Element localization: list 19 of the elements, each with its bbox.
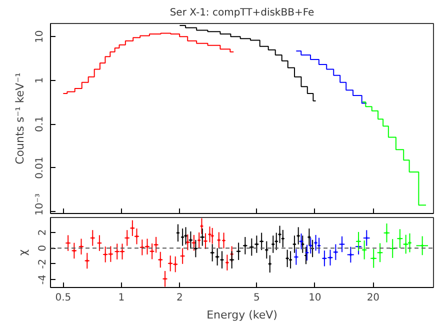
- y-tick-label: -2: [38, 258, 48, 269]
- y-axis-title: χ: [16, 248, 30, 256]
- y-tick-label: 0.01: [34, 156, 46, 179]
- y-tick-label: 2: [38, 229, 48, 236]
- y-tick-label: 10: [34, 30, 46, 44]
- x-tick-label: 5: [253, 292, 260, 304]
- x-tick-label: 10: [308, 292, 322, 304]
- x-tick-label: 20: [366, 292, 380, 304]
- y-tick-label: 0: [38, 244, 48, 252]
- x-tick-label: 0.5: [55, 292, 72, 304]
- x-tick-label: 2: [176, 292, 183, 304]
- x-tick-label: 1: [118, 292, 125, 304]
- x-axis-title: Energy (keV): [206, 308, 278, 322]
- y-axis-title: Counts s⁻¹ keV⁻¹: [14, 72, 26, 164]
- y-tick-label: 1: [34, 77, 46, 84]
- y-tick-label: 0.1: [34, 116, 46, 132]
- y-tick-label: 10⁻³: [34, 193, 46, 216]
- y-tick-label: -4: [38, 274, 48, 285]
- chart-title: Ser X-1: compTT+diskBB+Fe: [170, 8, 314, 18]
